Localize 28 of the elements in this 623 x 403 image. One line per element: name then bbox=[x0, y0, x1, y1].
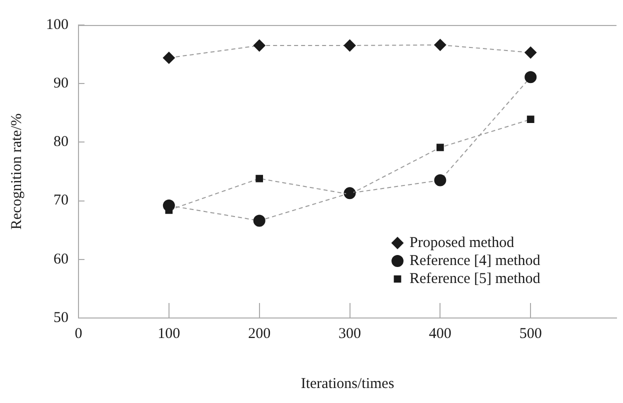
legend-label: Proposed method bbox=[410, 234, 515, 251]
x-tick-label: 500 bbox=[519, 326, 542, 342]
y-tick-label: 70 bbox=[54, 192, 68, 209]
x-tick-label: 300 bbox=[338, 326, 362, 342]
point bbox=[344, 40, 356, 52]
point bbox=[526, 116, 534, 124]
y-axis-title: Recognition rate/% bbox=[8, 113, 25, 230]
y-tick-label: 90 bbox=[54, 76, 68, 92]
legend-label: Reference [5] method bbox=[410, 270, 541, 287]
point bbox=[434, 38, 446, 51]
y-tick-label: 100 bbox=[46, 16, 68, 33]
y-tick-label: 60 bbox=[54, 251, 68, 268]
x-tick-label: 400 bbox=[428, 326, 452, 342]
point bbox=[524, 46, 537, 59]
x-axis-title: Iterations/times bbox=[300, 376, 394, 392]
x-tick-label: 200 bbox=[248, 326, 271, 342]
legend-label: Reference [4] method bbox=[410, 252, 541, 269]
point bbox=[253, 214, 266, 227]
y-tick-label: 50 bbox=[54, 310, 68, 326]
point bbox=[162, 52, 175, 64]
y-tick-label: 80 bbox=[54, 134, 68, 150]
point bbox=[436, 144, 444, 152]
x-tick-label: 0 bbox=[74, 326, 82, 342]
point bbox=[256, 174, 264, 182]
point bbox=[434, 174, 446, 186]
point bbox=[253, 40, 266, 52]
x-tick-label: 100 bbox=[158, 326, 180, 342]
point bbox=[524, 71, 537, 84]
